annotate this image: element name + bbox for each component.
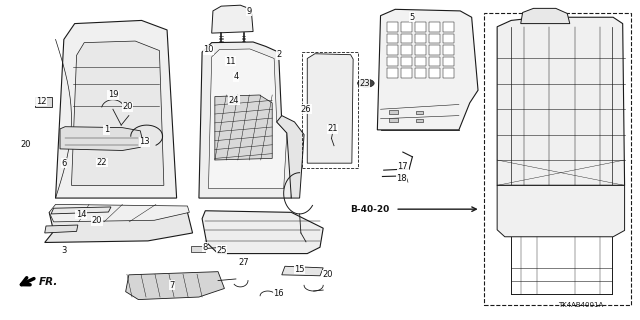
Bar: [401, 68, 412, 77]
Polygon shape: [72, 41, 164, 185]
Bar: [387, 57, 398, 66]
Text: 1: 1: [104, 125, 109, 134]
Text: 19: 19: [108, 91, 118, 100]
Bar: [401, 57, 412, 66]
Polygon shape: [521, 8, 570, 24]
Polygon shape: [215, 95, 272, 160]
Circle shape: [518, 84, 531, 91]
Text: 23: 23: [359, 79, 370, 88]
Polygon shape: [497, 17, 625, 185]
Polygon shape: [497, 185, 625, 237]
Bar: [302, 52, 358, 168]
Bar: [443, 57, 454, 66]
Bar: [389, 110, 398, 114]
Polygon shape: [199, 42, 294, 198]
Text: 20: 20: [92, 216, 102, 225]
Bar: [387, 34, 398, 43]
Text: 17: 17: [397, 163, 408, 172]
Bar: [387, 68, 398, 77]
Polygon shape: [276, 116, 304, 198]
Text: 20: 20: [323, 270, 333, 279]
Polygon shape: [45, 225, 78, 233]
Polygon shape: [60, 127, 143, 150]
Text: 3: 3: [61, 246, 67, 255]
Text: 22: 22: [97, 158, 108, 167]
Text: FR.: FR.: [38, 277, 58, 287]
Bar: [389, 118, 398, 122]
Text: 25: 25: [216, 246, 227, 255]
Bar: [415, 45, 426, 55]
Text: 4: 4: [233, 72, 239, 81]
Bar: [443, 45, 454, 55]
Polygon shape: [209, 49, 287, 188]
Bar: [191, 246, 205, 252]
Polygon shape: [56, 20, 177, 198]
Bar: [429, 68, 440, 77]
Polygon shape: [202, 211, 323, 253]
Bar: [415, 22, 426, 32]
Bar: [401, 34, 412, 43]
Circle shape: [321, 123, 332, 128]
Text: 13: 13: [140, 137, 150, 146]
Circle shape: [24, 142, 30, 145]
Bar: [484, 13, 631, 305]
Text: 26: 26: [301, 105, 311, 114]
Text: 8: 8: [203, 243, 208, 252]
Circle shape: [568, 144, 581, 150]
Text: 11: 11: [225, 57, 236, 66]
Polygon shape: [51, 207, 111, 214]
Text: TK4AB4001A: TK4AB4001A: [558, 302, 604, 308]
Polygon shape: [212, 5, 253, 33]
Text: 20: 20: [20, 140, 31, 149]
Text: 18: 18: [396, 174, 407, 183]
Bar: [443, 22, 454, 32]
Circle shape: [358, 79, 374, 87]
Bar: [401, 45, 412, 55]
Text: 24: 24: [228, 96, 239, 105]
Bar: [429, 34, 440, 43]
Polygon shape: [125, 272, 225, 300]
Bar: [35, 97, 52, 107]
Bar: [429, 57, 440, 66]
Bar: [415, 57, 426, 66]
Polygon shape: [49, 204, 189, 222]
Text: 27: 27: [238, 258, 249, 267]
Text: 16: 16: [273, 289, 284, 298]
Text: 5: 5: [410, 13, 415, 22]
Bar: [415, 34, 426, 43]
Polygon shape: [378, 9, 478, 130]
Polygon shape: [282, 266, 323, 276]
Bar: [443, 34, 454, 43]
Bar: [415, 68, 426, 77]
Bar: [429, 22, 440, 32]
Text: 2: 2: [276, 50, 281, 59]
Polygon shape: [45, 212, 193, 243]
Text: 21: 21: [328, 124, 338, 133]
Circle shape: [516, 97, 529, 104]
Circle shape: [321, 91, 332, 96]
Bar: [415, 119, 423, 122]
Text: 20: 20: [122, 102, 133, 111]
Bar: [401, 22, 412, 32]
Bar: [387, 22, 398, 32]
Text: 14: 14: [76, 210, 86, 219]
Polygon shape: [307, 54, 353, 163]
Text: 6: 6: [61, 159, 67, 168]
Bar: [387, 45, 398, 55]
Text: B-40-20: B-40-20: [351, 205, 390, 214]
Bar: [429, 45, 440, 55]
Text: 12: 12: [36, 97, 46, 106]
Bar: [443, 68, 454, 77]
Text: 10: 10: [204, 45, 214, 54]
Text: 15: 15: [294, 265, 305, 274]
Text: 7: 7: [170, 281, 175, 290]
Text: 9: 9: [246, 7, 252, 16]
Circle shape: [321, 107, 332, 112]
Circle shape: [321, 139, 332, 143]
Circle shape: [543, 157, 556, 163]
Bar: [415, 111, 423, 114]
